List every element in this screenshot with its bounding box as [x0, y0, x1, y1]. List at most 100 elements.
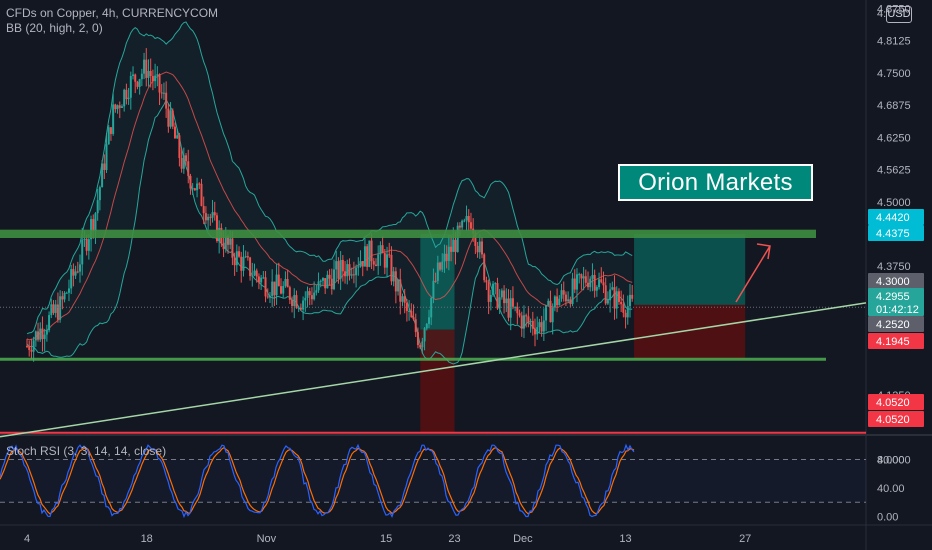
candle-body: [525, 315, 528, 317]
candle-body: [397, 279, 400, 292]
candle-body: [282, 285, 285, 294]
candle-body: [631, 294, 634, 299]
candle-body: [90, 219, 93, 240]
candle-body: [450, 246, 453, 252]
candle-body: [185, 155, 188, 162]
candle-body: [498, 297, 501, 309]
candle-body: [485, 280, 488, 283]
candle-body: [381, 245, 384, 254]
candle-body: [257, 276, 260, 283]
price-label-target-lower: 4.4375: [876, 228, 910, 240]
candle-body: [615, 291, 618, 309]
chart-legend: CFDs on Copper, 4h, CURRENCYCOM BB (20, …: [6, 6, 218, 36]
candle-body: [520, 315, 523, 329]
candle-body: [30, 350, 33, 352]
stoch-tick-label: 0.00: [877, 512, 898, 524]
candle-body: [54, 304, 57, 313]
candle-body: [94, 213, 97, 232]
candle-body: [308, 291, 311, 296]
candles-layer: [26, 48, 634, 362]
candle-body: [160, 92, 163, 94]
candle-body: [125, 89, 128, 100]
candle-body: [461, 220, 464, 228]
candle-body: [628, 294, 631, 307]
candle-body: [609, 289, 612, 301]
candle-body: [293, 295, 296, 306]
candle-body: [542, 320, 545, 332]
candle-body: [313, 292, 316, 300]
candle-body: [224, 236, 227, 250]
price-tick-label: 4.3750: [877, 261, 911, 273]
candle-body: [377, 254, 380, 266]
candle-body: [244, 256, 247, 258]
time-tick-label: 18: [141, 533, 153, 545]
candle-body: [246, 256, 249, 258]
stoch-k-line: [0, 443, 635, 519]
candle-body: [522, 315, 525, 329]
candle-body: [363, 246, 366, 267]
candle-body: [536, 327, 539, 335]
candle-body: [271, 281, 274, 296]
price-label-countdown: 01:42:12: [876, 304, 919, 316]
candle-body: [79, 264, 82, 272]
candle-body: [143, 59, 146, 74]
candle-body: [545, 305, 548, 321]
candle-body: [595, 287, 598, 291]
candle-body: [315, 290, 318, 293]
candle-body: [211, 212, 214, 218]
candle-body: [496, 283, 499, 309]
candle-body: [569, 299, 572, 304]
candle-body: [165, 92, 168, 109]
candle-body: [255, 270, 258, 277]
candle-body: [421, 341, 424, 348]
candle-body: [132, 74, 135, 76]
candle-body: [613, 287, 616, 309]
candle-body: [251, 275, 254, 277]
candle-body: [602, 282, 605, 286]
candle-body: [28, 346, 31, 351]
time-tick-label: 13: [619, 533, 631, 545]
candle-body: [304, 297, 307, 301]
candle-body: [253, 270, 256, 276]
candle-body: [213, 212, 216, 216]
currency-badge[interactable]: USD: [886, 6, 912, 23]
candle-body: [268, 295, 271, 298]
candle-body: [37, 331, 40, 340]
candle-body: [487, 282, 490, 302]
candle-body: [511, 298, 514, 307]
stoch-tick-label: 80.00: [877, 454, 905, 466]
candle-body: [456, 225, 459, 252]
candle-body: [412, 317, 415, 320]
candle-body: [70, 269, 73, 289]
candle-body: [324, 278, 327, 289]
candle-body: [191, 188, 194, 190]
candle-body: [59, 296, 62, 320]
candle-body: [403, 296, 406, 303]
candle-body: [425, 323, 428, 329]
candle-body: [275, 274, 278, 296]
candle-body: [34, 331, 37, 341]
price-tick-label: 4.5625: [877, 165, 911, 177]
candle-body: [288, 287, 291, 300]
price-tick-label: 4.7500: [877, 68, 911, 80]
candle-body: [357, 266, 360, 268]
candle-body: [171, 110, 174, 127]
candle-body: [26, 346, 28, 348]
candle-body: [445, 253, 448, 261]
time-tick-label: Dec: [513, 533, 533, 545]
candle-body: [344, 271, 347, 277]
candle-body: [350, 274, 353, 276]
candle-body: [562, 290, 565, 295]
candle-body: [567, 299, 570, 302]
candle-body: [469, 222, 472, 229]
candle-body: [72, 269, 75, 276]
candle-body: [118, 105, 121, 108]
price-label-bg: [868, 225, 924, 241]
candle-body: [598, 279, 601, 288]
candle-body: [226, 236, 229, 245]
candle-body: [516, 306, 519, 314]
candle-body: [589, 278, 592, 288]
bb-upper-line: [26, 21, 633, 335]
long-position-1-stop-zone: [420, 329, 455, 433]
